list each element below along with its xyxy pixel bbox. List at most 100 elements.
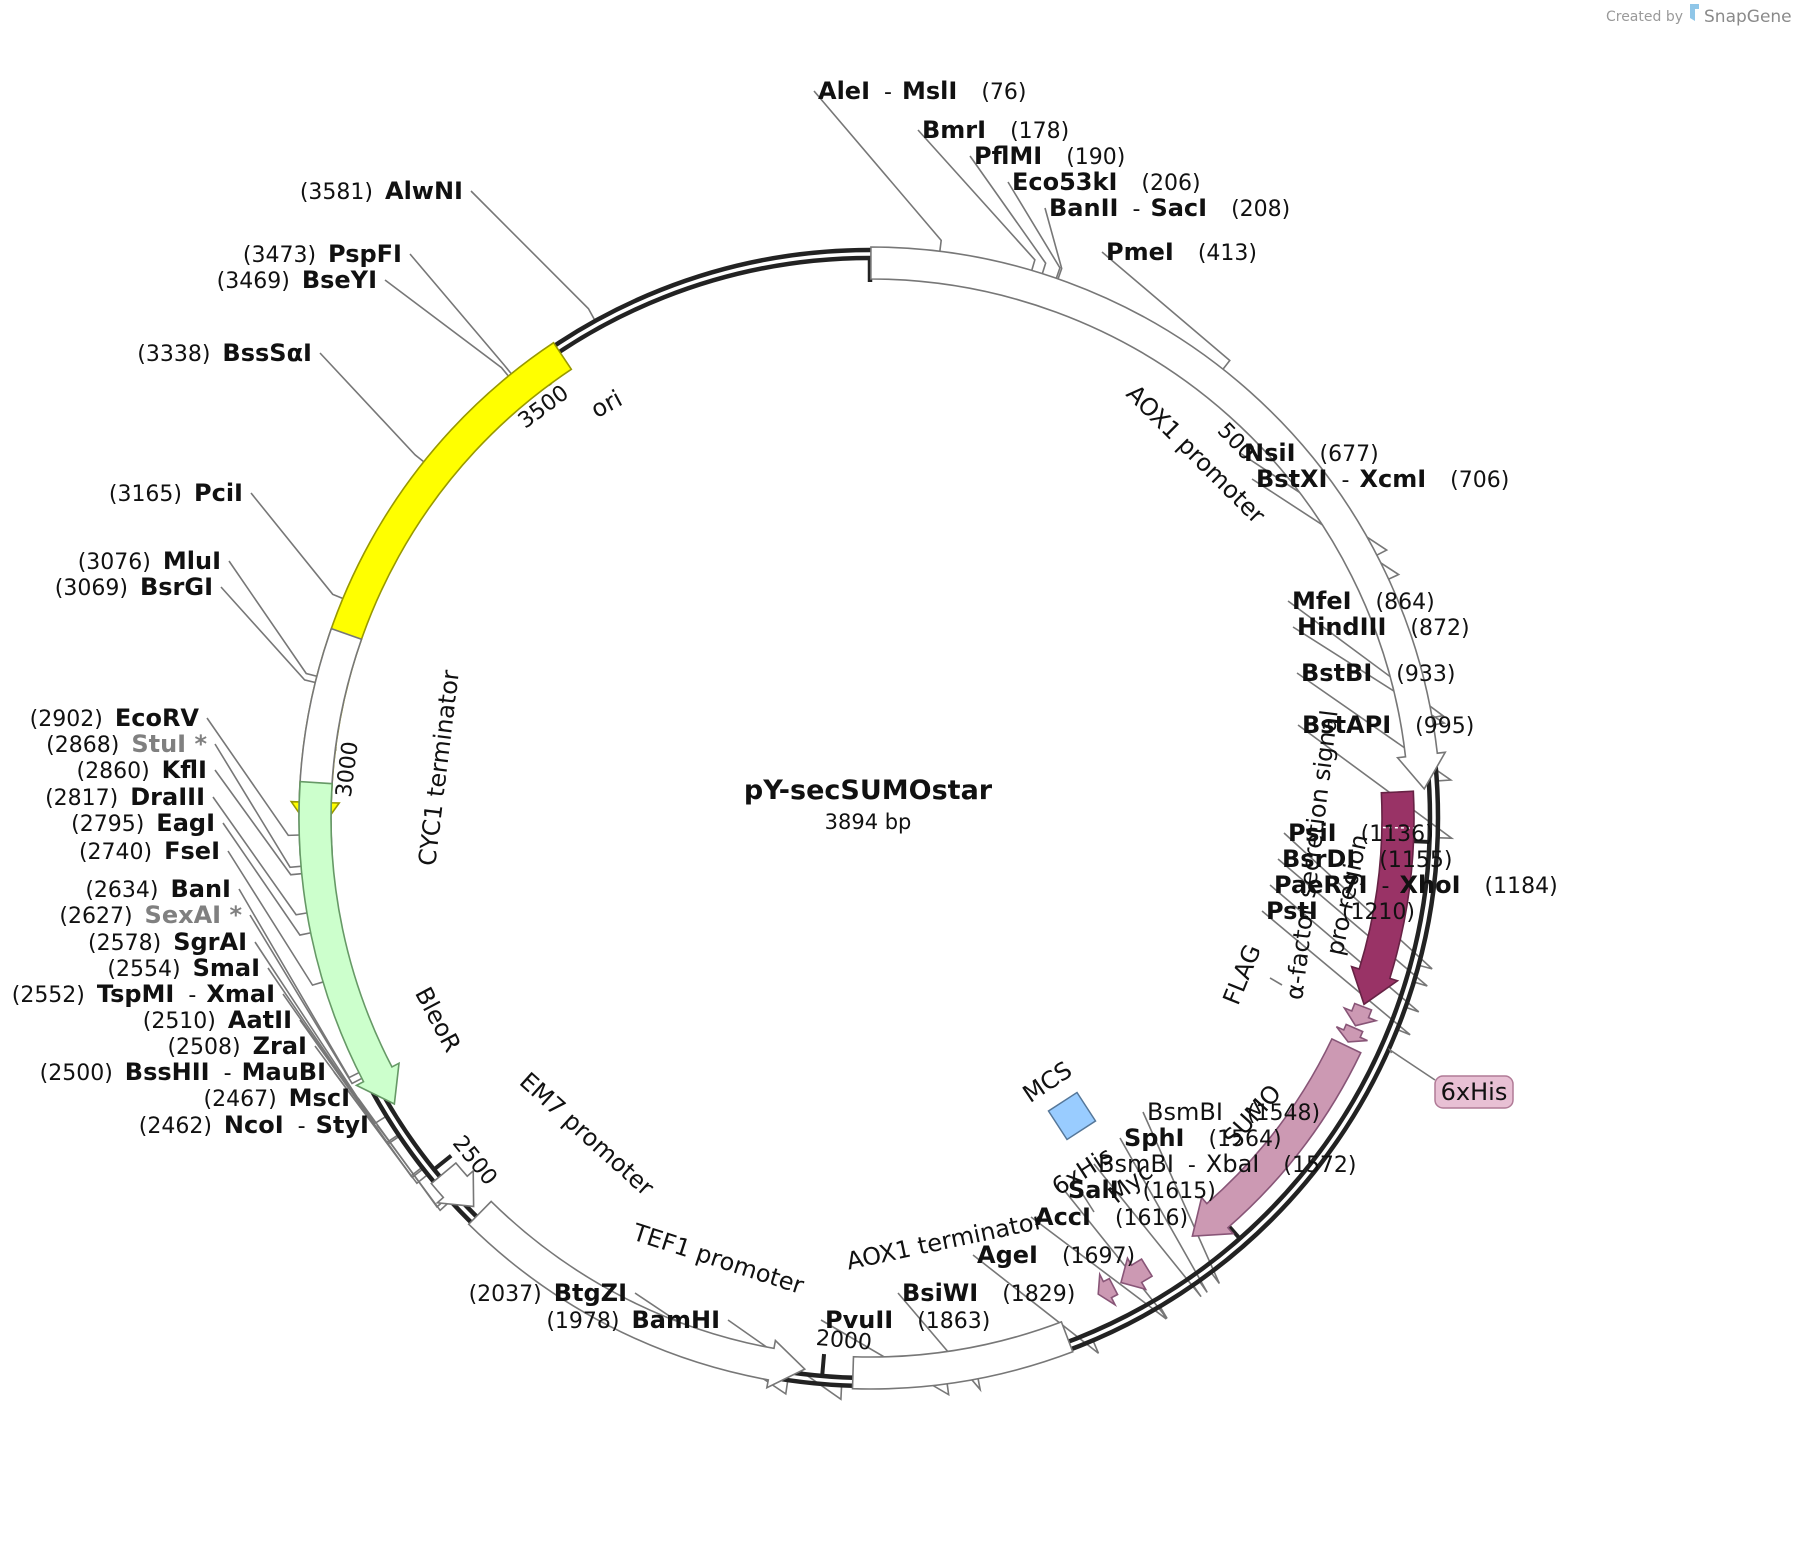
feature-em7-promoter-arrow [430,1161,475,1208]
feature-label-flag: FLAG [1217,940,1266,1008]
site-leader [228,560,319,678]
site-pspfi[interactable]: PspFI (3473) [243,240,402,268]
site-leader [1269,884,1420,1013]
site-leader [227,850,325,987]
site-mlui[interactable]: MluI (3076) [78,547,221,575]
site-name: Eco53kI [1012,168,1117,196]
site-separator: - [224,1061,232,1086]
site-draiii[interactable]: DraIII (2817) [45,783,205,811]
site-banii[interactable]: BanII - SacI (208) [1049,194,1290,222]
his-inner-leader [1079,1189,1095,1213]
site-position: (933) [1396,662,1455,687]
site-bstbi[interactable]: BstBI (933) [1301,659,1455,687]
site-name: PflMI [974,142,1042,170]
site-pmei[interactable]: PmeI (413) [1106,238,1257,266]
site-name: PstI [1266,897,1318,925]
site-agei[interactable]: AgeI (1697) [977,1241,1135,1269]
site-position: (2627) [59,904,132,929]
6xhis-callout-label: 6xHis [1441,1078,1508,1106]
site-kfli[interactable]: KflI (2860) [77,756,207,784]
site-aatii[interactable]: AatII (2510) [143,1006,292,1034]
site-bsrdi[interactable]: BsrDI (1155) [1282,845,1452,873]
site-leader [1239,452,1389,557]
site-bani[interactable]: BanI (2634) [85,875,231,903]
site-name: BanII [1049,194,1118,222]
site-nsii[interactable]: NsiI (677) [1244,439,1379,467]
site-eco53ki[interactable]: Eco53kI (206) [1012,168,1201,196]
site-name: BstBI [1301,659,1372,687]
site-bsiwi[interactable]: BsiWI (1829) [902,1279,1075,1307]
site-position: (1615) [1143,1179,1216,1204]
site-pflmi[interactable]: PflMI (190) [974,142,1125,170]
snapgene-logo-icon [1690,4,1699,21]
site-eagi[interactable]: EagI (2795) [71,809,215,837]
site-name: DraIII [130,783,205,811]
site-zrai[interactable]: ZraI (2508) [167,1032,307,1060]
site-leader [1093,1163,1202,1298]
site-alei[interactable]: AleI - MslI (76) [818,77,1027,105]
site-psii[interactable]: PsiI (1136) [1288,819,1434,847]
site-name: PspFI [328,240,402,268]
site-bmri[interactable]: BmrI (178) [922,116,1069,144]
site-leader [820,1319,950,1397]
feature-flag-arrow [1342,1002,1379,1027]
site-position: (1697) [1062,1244,1135,1269]
site-position: (1829) [1002,1282,1075,1307]
site-pvuii[interactable]: PvuII (1863) [825,1306,990,1334]
feature--factor-secretion-signal-arrow [1350,790,1415,1006]
6xhis-callout-box [1434,1075,1514,1109]
flag-leader [1269,977,1283,986]
site-leader [282,993,399,1146]
site-position: (1548) [1247,1101,1320,1126]
site-sphi[interactable]: SphI (1564) [1124,1124,1282,1152]
site-name-2: SacI [1150,194,1207,222]
site-bsrgi[interactable]: BsrGI (3069) [55,573,213,601]
site-position: (1863) [917,1309,990,1334]
site-btgzi[interactable]: BtgZI (2037) [469,1279,627,1307]
site-sexai-[interactable]: SexAI * (2627) [59,901,242,929]
site-acci[interactable]: AccI (1616) [1035,1203,1188,1231]
site-name: PaeR7I [1274,871,1368,899]
site-ecorv[interactable]: EcoRV (2902) [30,704,200,732]
site-fsei[interactable]: FseI (2740) [79,837,220,865]
site-name-2: StyI [316,1111,369,1139]
site-leader [969,155,1047,275]
site-name: PvuII [825,1306,893,1334]
site-hindiii[interactable]: HindIII (872) [1297,613,1470,641]
site-name: AleI [818,77,870,105]
site-name: HindIII [1297,613,1386,641]
site-psti[interactable]: PstI (1210) [1266,897,1415,925]
site-bsmbi[interactable]: BsmBI (1548) [1147,1098,1320,1126]
site-position: (706) [1450,468,1509,493]
site-tspmi[interactable]: XmaI TspMI - (2552) [12,980,275,1008]
site-name: BseYI [302,266,377,294]
site-alwni[interactable]: AlwNI (3581) [300,177,463,205]
site-name-2: XmaI [206,980,275,1008]
site-stui-[interactable]: StuI * (2868) [46,730,207,758]
site-name: KflI [162,756,207,784]
site-bsss-i[interactable]: BssSαI (3338) [137,339,312,367]
site-name: BstXI [1256,465,1327,493]
plasmid-name: pY-secSUMOstar [744,775,993,806]
site-name: BtgZI [554,1279,627,1307]
site-ncoi[interactable]: StyI NcoI - (2462) [139,1111,369,1139]
site-paer7i[interactable]: PaeR7I - XhoI (1184) [1274,871,1558,899]
site-leader [357,1097,447,1209]
site-leader [319,352,426,464]
tick-mark [820,1353,827,1377]
site-smai[interactable]: SmaI (2554) [107,954,260,982]
site-pcii[interactable]: PciI (3165) [109,479,243,507]
site-bsmbi[interactable]: BsmBI - XbaI (1572) [1098,1150,1357,1178]
site-sali[interactable]: SalI (1615) [1068,1176,1216,1204]
site-leader [222,822,312,936]
site-position: (995) [1415,714,1474,739]
site-bstapi[interactable]: BstAPI (995) [1302,711,1474,739]
site-name: BsrGI [140,573,213,601]
site-bsshii[interactable]: MauBI BssHII - (2500) [40,1058,326,1086]
site-bamhi[interactable]: BamHI (1978) [546,1306,720,1334]
site-msci[interactable]: MscI (2467) [204,1084,350,1112]
site-bstxi[interactable]: BstXI - XcmI (706) [1256,465,1509,493]
site-sgrai[interactable]: SgrAI (2578) [88,928,247,956]
site-bseyi[interactable]: BseYI (3469) [217,266,377,294]
site-mfei[interactable]: MfeI (864) [1292,587,1435,615]
